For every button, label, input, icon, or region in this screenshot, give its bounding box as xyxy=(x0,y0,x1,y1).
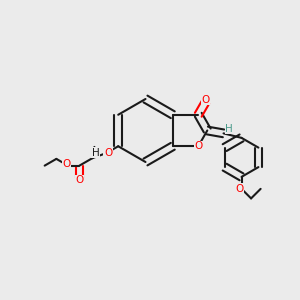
Text: O: O xyxy=(75,175,84,185)
Text: H: H xyxy=(92,148,99,158)
Text: O: O xyxy=(194,141,202,151)
Text: O: O xyxy=(235,184,243,194)
Text: O: O xyxy=(202,95,210,105)
Text: H: H xyxy=(225,124,233,134)
Text: O: O xyxy=(104,148,112,158)
Text: O: O xyxy=(62,159,71,169)
